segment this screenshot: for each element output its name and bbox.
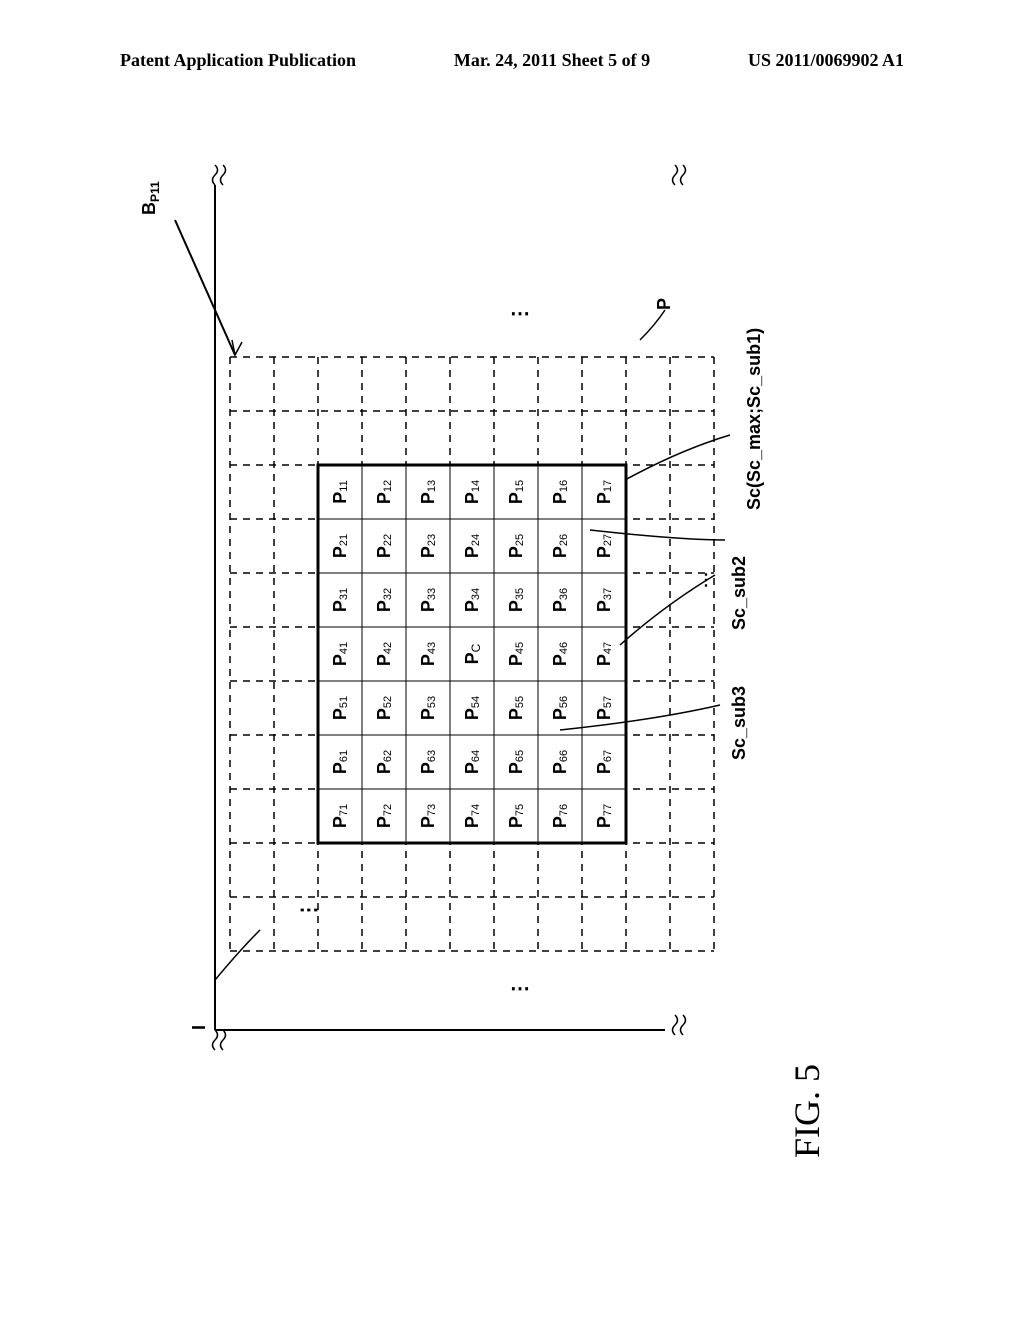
p-label: P	[654, 298, 674, 310]
bp11-sub: P11	[148, 181, 162, 202]
svg-text:⋯: ⋯	[510, 303, 530, 325]
i-label: I	[189, 1025, 209, 1030]
sc-sub2-label: Sc_sub2	[729, 556, 749, 630]
break-top	[213, 165, 686, 185]
header-left: Patent Application Publication	[120, 50, 356, 71]
svg-text:⋮: ⋮	[298, 900, 320, 920]
figure-diagram: P11P12P13P14P15P16P17P21P22P23P24P25P26P…	[120, 160, 880, 1060]
sc-sub3-label: Sc_sub3	[729, 686, 749, 760]
bp11-label: B	[139, 202, 159, 215]
header-right: US 2011/0069902 A1	[748, 50, 904, 71]
sc-main-label: Sc(Sc_max;Sc_sub1)	[744, 328, 764, 510]
svg-text:BP11: BP11	[139, 181, 162, 215]
break-bottom	[213, 1015, 686, 1050]
svg-text:⋯: ⋯	[510, 978, 530, 1000]
header-center: Mar. 24, 2011 Sheet 5 of 9	[454, 50, 650, 71]
solid-grid: P11P12P13P14P15P16P17P21P22P23P24P25P26P…	[318, 465, 626, 843]
figure-label: FIG. 5	[786, 1064, 828, 1158]
